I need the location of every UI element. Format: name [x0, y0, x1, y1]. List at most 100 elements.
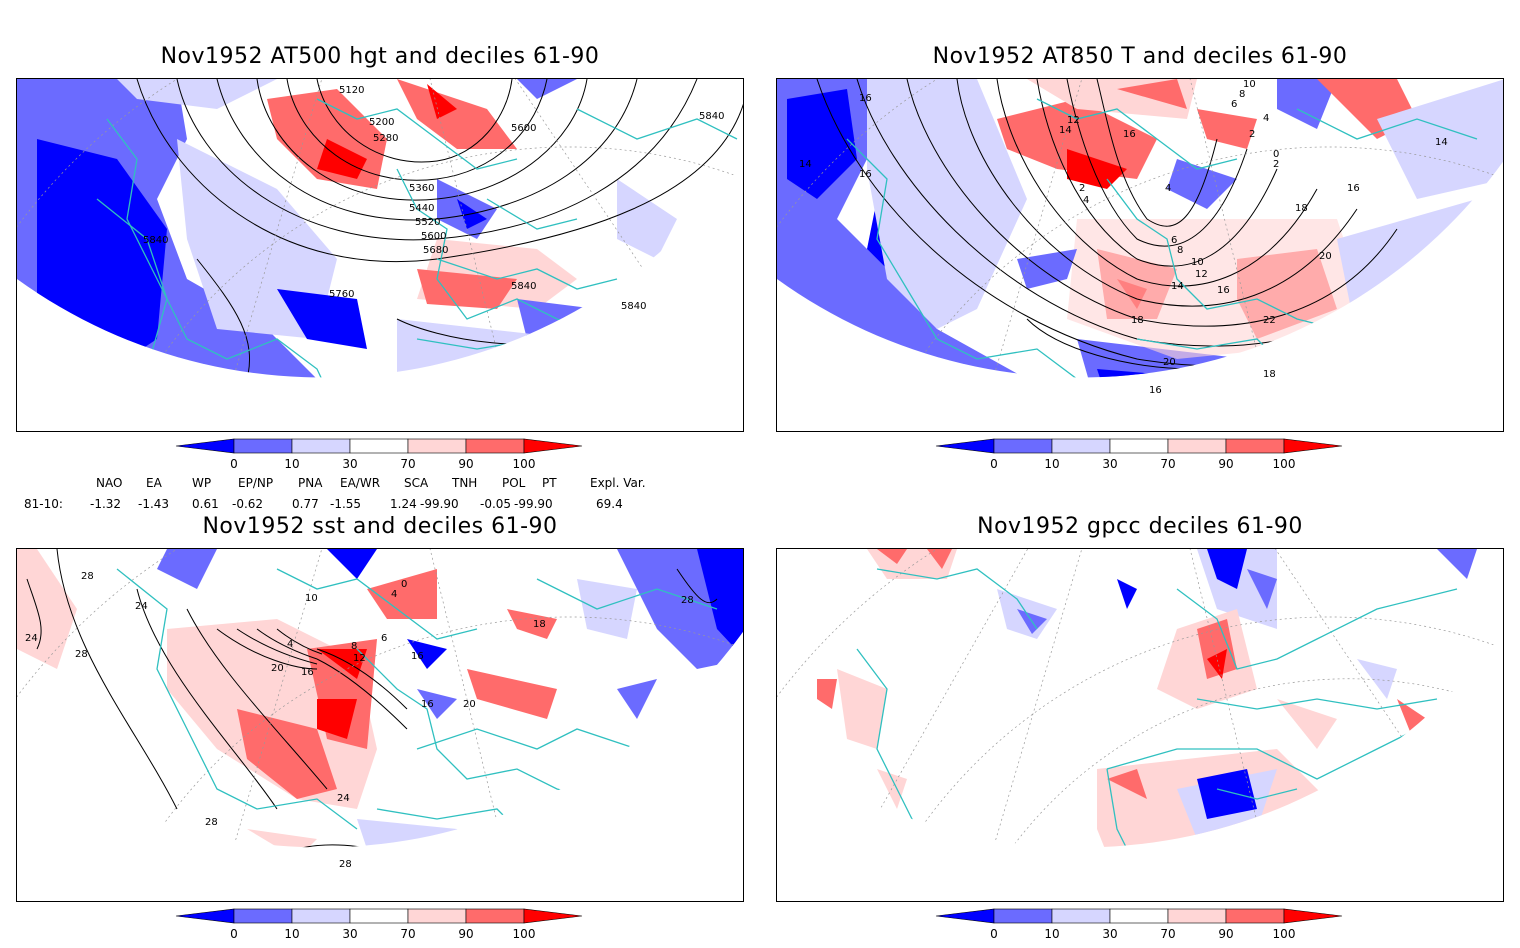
- index-header: PT: [542, 476, 557, 490]
- colorbar-sst: 0 10 30 70 90 100: [172, 908, 592, 948]
- map-panel-sst: 28 24 28 24 20 16 12 8 4 0 4 6 16 20 18 …: [16, 548, 744, 902]
- contour-label: 16: [301, 667, 314, 678]
- contour-label: 4: [391, 589, 397, 600]
- contour-label: 2: [1273, 159, 1279, 170]
- colorbar-segment: [465, 908, 525, 924]
- contour-label: 5120: [339, 85, 364, 96]
- index-header: PNA: [298, 476, 323, 490]
- contour-label: 8: [1239, 89, 1245, 100]
- panel-title-gpcc: Nov1952 gpcc deciles 61-90: [977, 514, 1303, 539]
- contour-label: 5600: [511, 123, 536, 134]
- contour-label: 12: [1195, 269, 1208, 280]
- index-value: -99.90: [420, 497, 459, 511]
- contour-label: 24: [25, 633, 38, 644]
- colorbar-tick-label: 30: [342, 457, 358, 471]
- contour-label: 8: [351, 641, 357, 652]
- contour-labels-sst: 28 24 28 24 20 16 12 8 4 0 4 6 16 20 18 …: [25, 571, 694, 870]
- map-panel-gpcc: [776, 548, 1504, 902]
- index-value: -0.05: [480, 497, 512, 511]
- contour-label: 5680: [423, 245, 448, 256]
- index-header: SCA: [404, 476, 429, 490]
- contour-label: 5280: [373, 133, 398, 144]
- colorbar-tick-label: 10: [284, 457, 300, 471]
- colorbar-tick-label: 70: [400, 457, 416, 471]
- panel-title-t850: Nov1952 AT850 T and deciles 61-90: [932, 44, 1348, 69]
- map-sst: 28 24 28 24 20 16 12 8 4 0 4 6 16 20 18 …: [17, 549, 743, 870]
- map-panel-t850: 16 14 16 14 16 18 20 22 16 18 18 20 16 1…: [776, 78, 1504, 432]
- index-header: WP: [192, 476, 212, 490]
- contour-label: 18: [533, 619, 546, 630]
- contour-label: 14: [799, 159, 812, 170]
- map-t850: 16 14 16 14 16 18 20 22 16 18 18 20 16 1…: [777, 79, 1503, 396]
- colorbar-segment: [523, 438, 583, 454]
- colorbar-segment: [1167, 908, 1227, 924]
- colorbar-segment: [175, 908, 235, 924]
- contour-label: 5840: [699, 111, 724, 122]
- contour-label: 24: [135, 601, 148, 612]
- contour-label: 28: [681, 595, 694, 606]
- contour-label: 0: [1273, 149, 1279, 160]
- colorbar-segment: [993, 908, 1053, 924]
- contour-label: 16: [421, 699, 434, 710]
- colorbar-tick-label: 30: [342, 927, 358, 941]
- colorbar-segment: [1109, 908, 1169, 924]
- index-value: -1.55: [330, 497, 362, 511]
- colorbar-tick-label: 10: [1044, 457, 1060, 471]
- colorbar-segment: [1283, 908, 1343, 924]
- colorbar-hgt500: 0 10 30 70 90 100: [172, 438, 592, 478]
- contour-label: 20: [271, 663, 284, 674]
- contour-label: 10: [1191, 257, 1204, 268]
- index-row-label: 81-10:: [24, 497, 63, 511]
- contour-label: 6: [381, 633, 387, 644]
- colorbar-segment: [1167, 438, 1227, 454]
- colorbar-segment: [291, 438, 351, 454]
- contour-label: 14: [1435, 137, 1448, 148]
- contour-label: 5840: [511, 281, 536, 292]
- colorbar-segment: [291, 908, 351, 924]
- index-header: EA: [146, 476, 162, 490]
- contour-label: 12: [1067, 115, 1080, 126]
- index-value: -99.90: [514, 497, 553, 511]
- colorbar-segment: [233, 908, 293, 924]
- contour-label: 0: [401, 579, 407, 590]
- colorbar-tick-label: 70: [1160, 927, 1176, 941]
- colorbar-tick-label: 0: [990, 927, 998, 941]
- contour-label: 14: [1059, 125, 1072, 136]
- colorbar-tick-label: 100: [512, 457, 536, 471]
- colorbar-segment: [407, 438, 467, 454]
- index-value: 69.4: [596, 497, 623, 511]
- colorbar-graphic: [935, 438, 1343, 454]
- colorbar-tick-label: 100: [1272, 457, 1296, 471]
- colorbar-segment: [465, 438, 525, 454]
- contour-label: 12: [353, 653, 366, 664]
- colorbar-graphic: [175, 438, 583, 454]
- contour-label: 14: [1171, 281, 1184, 292]
- index-value: -0.62: [232, 497, 264, 511]
- contour-label: 16: [1123, 129, 1136, 140]
- colorbar-tick-label: 30: [1102, 927, 1118, 941]
- map-panel-hgt500: 5120 5200 5280 5360 5440 5520 5600 5680 …: [16, 78, 744, 432]
- contour-label: 5760: [329, 289, 354, 300]
- colorbar-tick-label: 10: [1044, 927, 1060, 941]
- colorbar-segment: [523, 908, 583, 924]
- contour-label: 5440: [409, 203, 434, 214]
- colorbar-tick-label: 30: [1102, 457, 1118, 471]
- index-header: TNH: [452, 476, 478, 490]
- colorbar-tick-label: 100: [1272, 927, 1296, 941]
- contour-label: 22: [1263, 315, 1276, 326]
- contour-label: 18: [1263, 369, 1276, 380]
- contour-label: 4: [287, 639, 293, 650]
- colorbar-segment: [935, 908, 995, 924]
- colorbar-tick-label: 90: [458, 457, 474, 471]
- index-header: EA/WR: [340, 476, 381, 490]
- contour-label: 2: [1249, 129, 1255, 140]
- colorbar-tick-label: 0: [990, 457, 998, 471]
- colorbar-segment: [407, 908, 467, 924]
- contour-label: 28: [75, 649, 88, 660]
- contour-label: 28: [339, 859, 352, 870]
- contour-label: 28: [81, 571, 94, 582]
- contour-label: 10: [1243, 79, 1256, 90]
- index-value: 0.77: [292, 497, 319, 511]
- index-header: NAO: [96, 476, 123, 490]
- colorbar-tick-label: 0: [230, 457, 238, 471]
